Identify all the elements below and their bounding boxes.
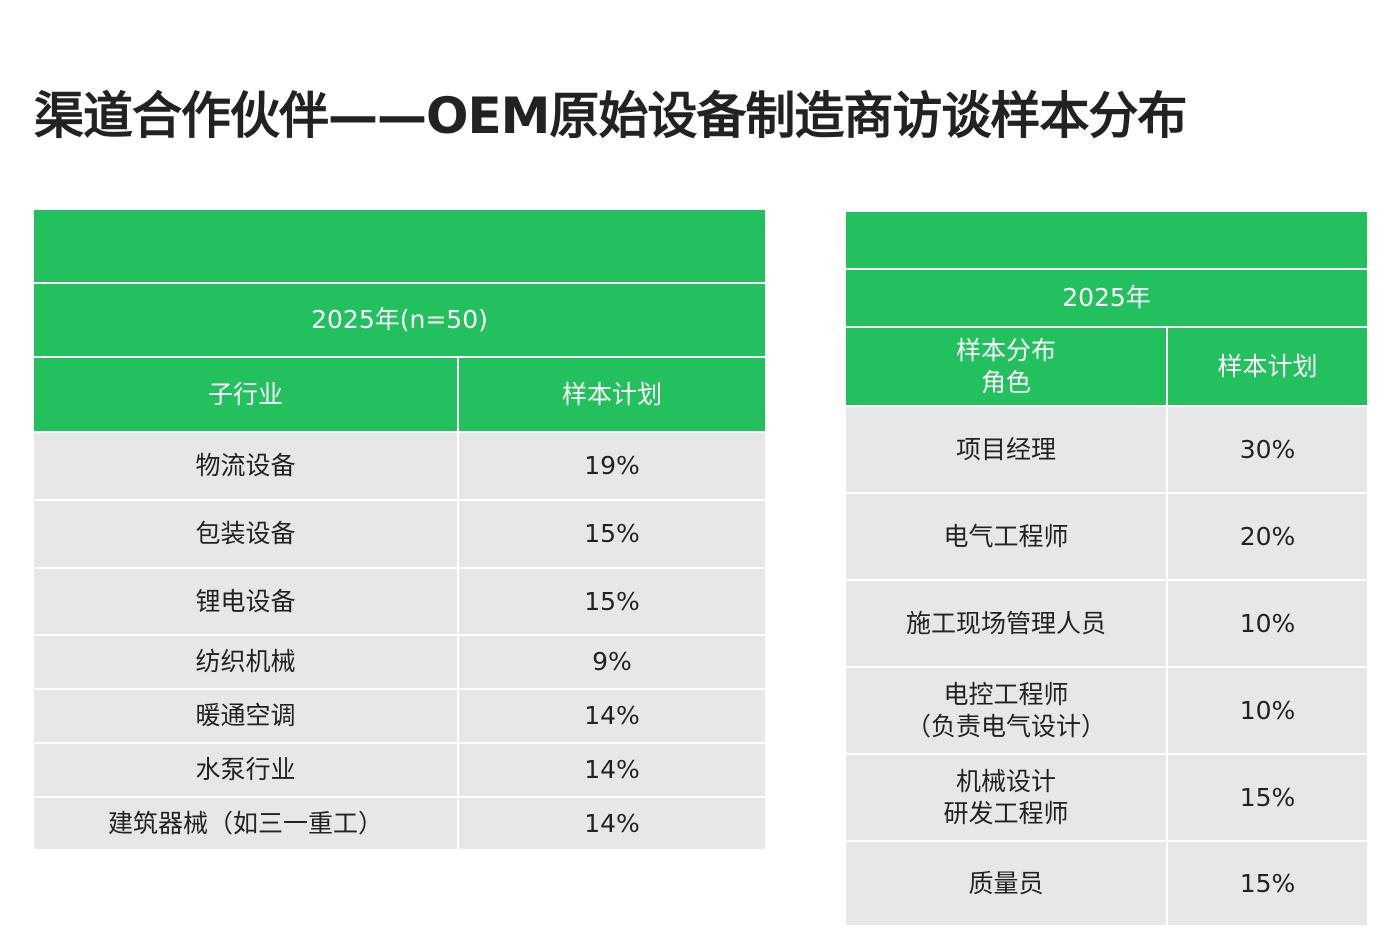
table-cell: 14%	[459, 798, 765, 849]
header-band	[846, 212, 1367, 268]
table-cell: 建筑器械（如三一重工）	[34, 798, 457, 849]
table-cell: 15%	[1168, 755, 1367, 840]
table-cell: 锂电设备	[34, 569, 457, 634]
table-cell: 施工现场管理人员	[846, 581, 1166, 666]
table-cell: 项目经理	[846, 407, 1166, 492]
table-caption: 2025年(n=50)	[34, 284, 765, 356]
table-cell: 水泵行业	[34, 744, 457, 796]
header-band	[34, 210, 765, 282]
table-cell: 电气工程师	[846, 494, 1166, 579]
column-header: 子行业	[34, 358, 457, 431]
table-cell: 30%	[1168, 407, 1367, 492]
table-cell: 15%	[459, 501, 765, 567]
table-cell: 暖通空调	[34, 690, 457, 742]
column-header: 样本分布 角色	[846, 328, 1166, 405]
table-cell: 物流设备	[34, 433, 457, 499]
table-cell: 质量员	[846, 842, 1166, 925]
table-cell: 10%	[1168, 668, 1367, 753]
table-cell: 15%	[459, 569, 765, 634]
table-cell: 14%	[459, 744, 765, 796]
column-header: 样本计划	[459, 358, 765, 431]
table-cell: 包装设备	[34, 501, 457, 567]
table-cell: 机械设计 研发工程师	[846, 755, 1166, 840]
table-cell: 19%	[459, 433, 765, 499]
table-caption: 2025年	[846, 270, 1367, 326]
table-cell: 10%	[1168, 581, 1367, 666]
table-cell: 15%	[1168, 842, 1367, 925]
table-cell: 纺织机械	[34, 636, 457, 688]
table-cell: 9%	[459, 636, 765, 688]
table-cell: 14%	[459, 690, 765, 742]
table-cell: 20%	[1168, 494, 1367, 579]
column-header: 样本计划	[1168, 328, 1367, 405]
table-cell: 电控工程师 （负责电气设计）	[846, 668, 1166, 753]
page-title: 渠道合作伙伴——OEM原始设备制造商访谈样本分布	[34, 87, 1187, 145]
